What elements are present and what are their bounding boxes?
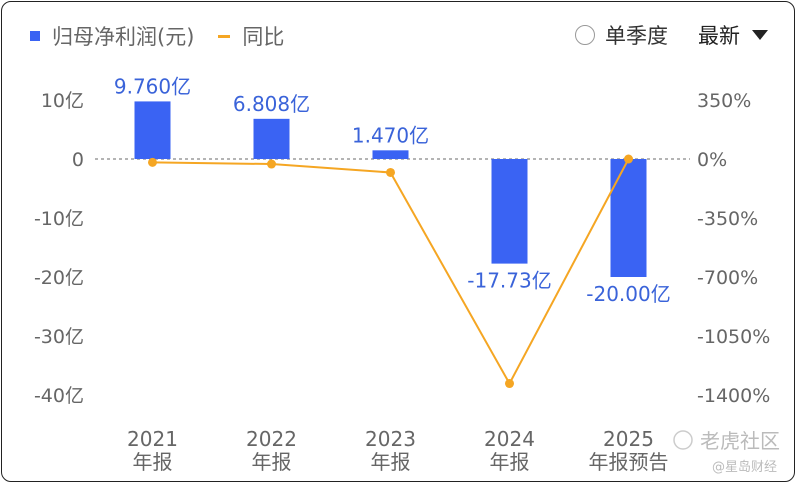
caret-down-icon (752, 30, 768, 40)
x-category-year-label: 2023 (365, 427, 416, 451)
chart-controls: 单季度 最新 (575, 20, 768, 50)
y-right-tick-label: -1050% (697, 326, 770, 348)
period-dropdown-value: 最新 (698, 24, 740, 48)
yoy-point[interactable] (386, 167, 395, 177)
quarter-radio[interactable] (575, 25, 595, 45)
quarter-toggle-label[interactable]: 单季度 (605, 24, 668, 48)
bar-value-label: -20.00亿 (586, 282, 670, 306)
y-right-tick-label: -350% (697, 208, 758, 230)
legend-line-swatch (218, 34, 231, 38)
profit-bar[interactable] (253, 118, 290, 159)
legend-item-net-profit[interactable]: 归母净利润(元) (30, 21, 194, 51)
legend-net-profit-label: 归母净利润(元) (52, 25, 195, 49)
yoy-line (152, 158, 630, 386)
bar-value-label: 6.808亿 (233, 92, 310, 116)
x-category-year-label: 2021 (127, 427, 178, 451)
legend-item-yoy[interactable]: 同比 (218, 21, 284, 51)
x-category-type-label: 年报预告 (589, 450, 669, 474)
y-right-tick-label: 350% (697, 90, 751, 112)
watermark-logo-icon (673, 430, 693, 450)
y-left-tick-label: -30亿 (34, 326, 84, 348)
period-dropdown[interactable]: 最新 (698, 20, 768, 50)
y-left-tick-label: 10亿 (41, 90, 84, 112)
bar-value-label: -17.73亿 (467, 269, 551, 293)
yoy-point[interactable] (148, 157, 157, 167)
x-category-type-label: 年报 (371, 450, 411, 474)
yoy-point[interactable] (624, 154, 633, 164)
x-category-year-label: 2022 (246, 427, 297, 451)
x-category-type-label: 年报 (490, 450, 530, 474)
y-left-tick-label: -40亿 (34, 385, 84, 407)
profit-bar[interactable] (372, 150, 409, 159)
legend-bar-swatch (30, 31, 40, 41)
bar-value-label: 1.470亿 (352, 123, 429, 147)
y-right-tick-label: -1400% (697, 385, 770, 407)
profit-bar[interactable] (610, 159, 647, 277)
chart-legend: 归母净利润(元) 同比 (30, 22, 308, 50)
y-left-tick-label: -10亿 (34, 208, 84, 230)
x-category-year-label: 2025 (603, 427, 654, 451)
watermark-text: 老虎社区 (700, 429, 780, 453)
profit-bar[interactable] (491, 159, 528, 264)
x-category-year-label: 2024 (484, 427, 535, 451)
y-left-tick-label: -20亿 (34, 267, 84, 289)
bar-value-label: 9.760亿 (114, 74, 191, 98)
yoy-point[interactable] (267, 159, 276, 169)
y-left-tick-label: 0 (72, 149, 84, 171)
x-category-type-label: 年报 (133, 450, 173, 474)
watermark-sub-text: @星岛财经 (712, 459, 777, 475)
x-category-type-label: 年报 (252, 450, 292, 474)
y-right-tick-label: -700% (697, 267, 758, 289)
legend-yoy-label: 同比 (242, 25, 285, 49)
profit-bar[interactable] (134, 101, 171, 159)
y-right-tick-label: 0% (697, 149, 727, 171)
yoy-point[interactable] (505, 379, 514, 389)
